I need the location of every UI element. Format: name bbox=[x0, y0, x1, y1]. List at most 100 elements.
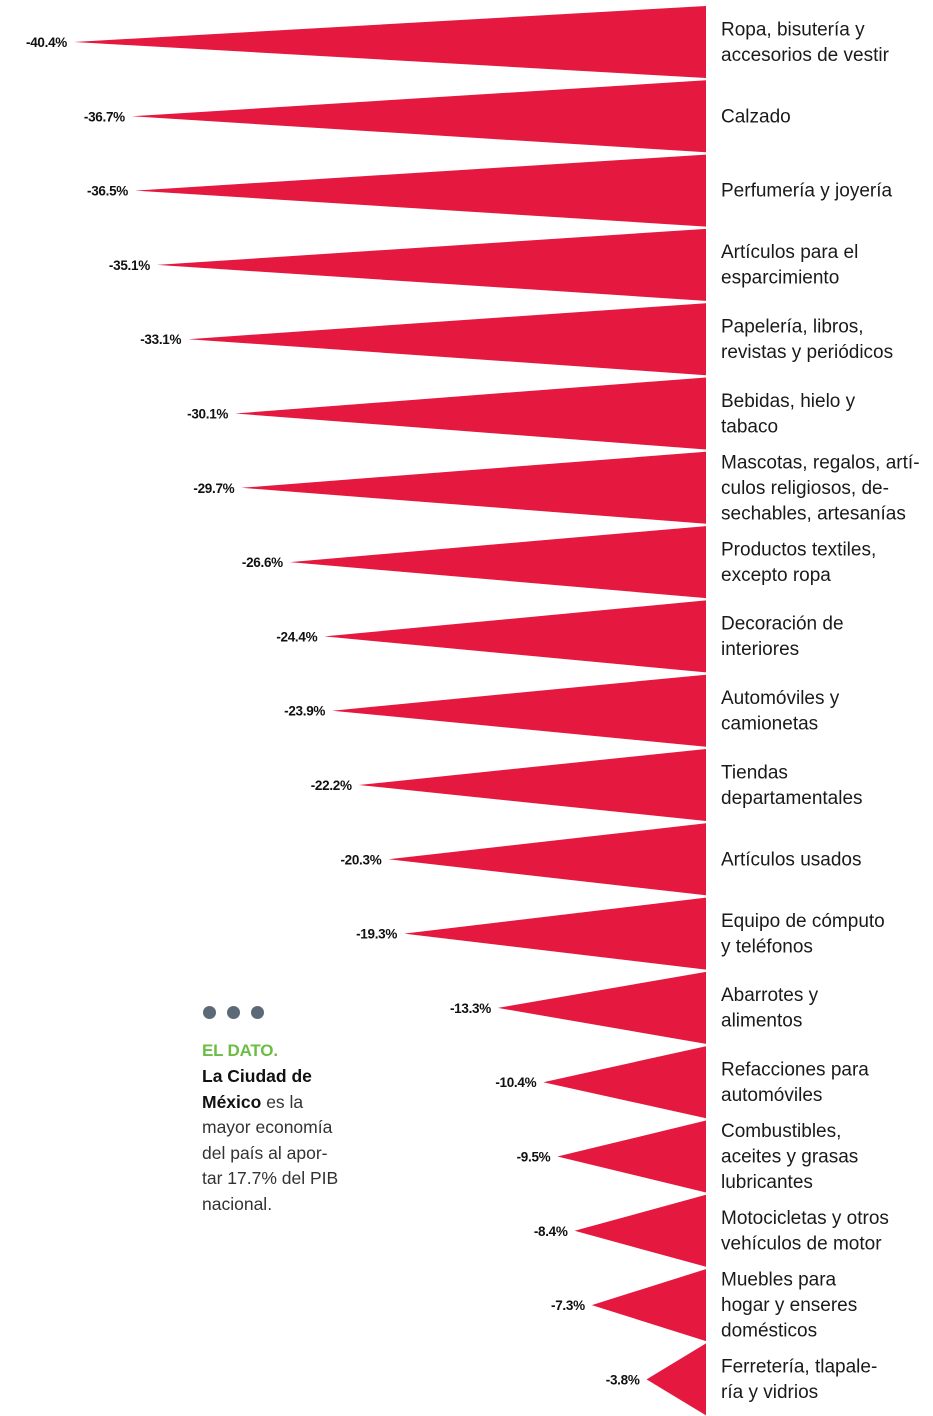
bar-triangle bbox=[574, 1194, 706, 1267]
category-label-line: Productos textiles, bbox=[721, 539, 876, 560]
category-label-line: aceites y grasas bbox=[721, 1147, 858, 1168]
value-label: -9.5% bbox=[517, 1150, 551, 1165]
bar-triangle bbox=[497, 971, 706, 1044]
dato-heading: EL DATO. bbox=[202, 1041, 278, 1060]
category-label-line: Ropa, bisutería y bbox=[721, 19, 865, 40]
category-label: Ropa, bisutería y accesorios de vestir bbox=[721, 19, 890, 66]
category-label-line: Perfumería y joyería bbox=[721, 181, 892, 202]
category-label-line: y teléfonos bbox=[721, 936, 813, 957]
value-label: -36.7% bbox=[84, 109, 125, 124]
value-label: -22.2% bbox=[311, 778, 352, 793]
category-label-line: automóviles bbox=[721, 1085, 822, 1106]
bar-triangle bbox=[332, 674, 706, 747]
value-label: -40.4% bbox=[26, 35, 67, 50]
value-label: -33.1% bbox=[140, 332, 181, 347]
category-label: Productos textiles, excepto ropa bbox=[721, 539, 876, 586]
bar-triangle bbox=[188, 303, 707, 376]
bar-triangle bbox=[241, 451, 706, 524]
category-label-line: interiores bbox=[721, 639, 799, 660]
category-label-line: revistas y periódicos bbox=[721, 342, 893, 363]
category-label: Artículos para el esparcimiento bbox=[721, 242, 858, 289]
category-label: Papelería, libros, revistas y periódicos bbox=[721, 316, 893, 363]
value-label: -7.3% bbox=[551, 1298, 585, 1313]
value-label: -30.1% bbox=[187, 407, 228, 422]
category-label-line: Calzado bbox=[721, 106, 791, 127]
category-label-line: alimentos bbox=[721, 1011, 802, 1032]
dot-icon bbox=[203, 1006, 216, 1019]
category-label: Muebles para hogar y enseres domésticos bbox=[721, 1270, 857, 1342]
category-label: Equipo de cómputo y teléfonos bbox=[721, 911, 885, 958]
dato-line: del país al apor- bbox=[202, 1141, 372, 1167]
category-label-line: ría y vidrios bbox=[721, 1382, 818, 1403]
value-label: -19.3% bbox=[356, 927, 397, 942]
category-label: Combustibles, aceites y grasas lubricantes bbox=[721, 1121, 858, 1193]
bar-triangle bbox=[543, 1046, 706, 1119]
bar-triangle bbox=[358, 749, 706, 821]
value-label: -36.5% bbox=[87, 184, 128, 199]
category-label-line: Papelería, libros, bbox=[721, 316, 864, 337]
category-label-line: Combustibles, bbox=[721, 1121, 841, 1142]
category-label-line: excepto ropa bbox=[721, 565, 831, 586]
category-label-line: vehículos de motor bbox=[721, 1234, 882, 1255]
category-label: Perfumería y joyería bbox=[721, 181, 892, 202]
category-label-line: Artículos usados bbox=[721, 849, 861, 870]
bar-triangle bbox=[591, 1269, 706, 1342]
bar-triangle bbox=[388, 823, 706, 896]
category-label-line: lubricantes bbox=[721, 1172, 813, 1193]
value-label: -35.1% bbox=[109, 258, 150, 273]
dato-bold-text: La Ciudad de bbox=[202, 1066, 312, 1086]
category-label-line: Artículos para el bbox=[721, 242, 858, 263]
bar-triangle bbox=[289, 526, 706, 599]
category-label: Abarrotes y alimentos bbox=[721, 985, 819, 1032]
dato-line: nacional. bbox=[202, 1192, 372, 1218]
category-label-line: Abarrotes y bbox=[721, 985, 819, 1006]
dato-body-text: es la bbox=[261, 1091, 304, 1112]
bar-triangle bbox=[646, 1343, 706, 1416]
dato-body-text: tar 17.7% del PIB bbox=[202, 1168, 339, 1188]
category-label-line: Refacciones para bbox=[721, 1059, 869, 1080]
category-label-line: Tiendas bbox=[721, 762, 788, 783]
category-label-line: culos religiosos, de- bbox=[721, 478, 889, 499]
category-label: Ferretería, tlapale-ría y vidrios bbox=[721, 1357, 877, 1404]
value-label: -29.7% bbox=[193, 481, 234, 496]
value-label: -20.3% bbox=[340, 852, 381, 867]
dato-body-text: nacional. bbox=[202, 1193, 273, 1214]
dato-bold-text: México bbox=[202, 1091, 262, 1112]
category-label: Mascotas, regalos, artí-culos religiosos… bbox=[721, 452, 920, 524]
category-label-line: domésticos bbox=[721, 1321, 817, 1342]
category-label-line: Ferretería, tlapale- bbox=[721, 1357, 877, 1378]
bar-triangle bbox=[74, 6, 706, 78]
value-label: -3.8% bbox=[606, 1372, 640, 1387]
dot-icon bbox=[227, 1006, 240, 1019]
category-label: Motocicletas y otros vehículos de motor bbox=[721, 1208, 889, 1255]
bar-triangle bbox=[135, 154, 707, 227]
category-label-line: departamentales bbox=[721, 788, 863, 809]
category-label-line: Muebles para bbox=[721, 1270, 837, 1291]
dato-text: La Ciudad de México es la mayor economía de… bbox=[202, 1064, 372, 1217]
category-label: Artículos usados bbox=[721, 849, 861, 870]
dato-line: mayor economía bbox=[202, 1115, 372, 1141]
category-label: Tiendas departamentales bbox=[721, 762, 863, 809]
dato-line: tar 17.7% del PIB bbox=[202, 1166, 372, 1192]
category-label: Decoración de interiores bbox=[721, 614, 844, 661]
dato-body-text: mayor economía bbox=[202, 1117, 333, 1137]
dato-body-text: del país al apor- bbox=[202, 1142, 328, 1163]
bar-triangle bbox=[324, 600, 706, 673]
value-label: -23.9% bbox=[284, 704, 325, 719]
category-label-line: Bebidas, hielo y bbox=[721, 391, 856, 412]
bar-triangle bbox=[404, 897, 706, 970]
value-label: -13.3% bbox=[450, 1001, 491, 1016]
category-label: Refacciones para automóviles bbox=[721, 1059, 869, 1106]
category-label-line: tabaco bbox=[721, 416, 778, 437]
category-label-line: camionetas bbox=[721, 713, 818, 734]
category-label-line: Decoración de bbox=[721, 614, 844, 635]
dato-line: La Ciudad de bbox=[202, 1064, 372, 1090]
dato-line: México es la bbox=[202, 1090, 372, 1116]
category-label-line: Equipo de cómputo bbox=[721, 911, 885, 932]
category-label-line: Automóviles y bbox=[721, 688, 840, 709]
dot-icon bbox=[251, 1006, 264, 1019]
el-dato-box: EL DATO. La Ciudad de México es la mayor e… bbox=[202, 1006, 372, 1217]
category-label-line: sechables, artesanías bbox=[721, 503, 906, 524]
category-label-line: Mascotas, regalos, artí- bbox=[721, 452, 920, 473]
